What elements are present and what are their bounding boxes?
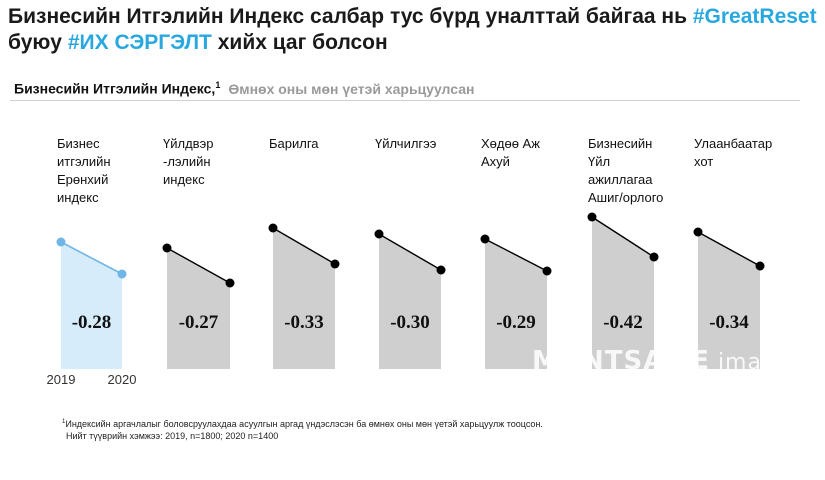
point-2020-4 bbox=[542, 266, 552, 276]
category-label-1: Үйлдвэр -лэлийн индекс bbox=[163, 136, 213, 187]
panel-area-2 bbox=[273, 228, 335, 369]
page-title: Бизнесийн Итгэлийн Индекс салбар тус бүр… bbox=[8, 4, 818, 56]
point-2020-0 bbox=[117, 269, 127, 279]
title-hashtag-ikh-sergelt: #ИХ СЭРГЭЛТ bbox=[67, 31, 212, 54]
trend-line-0 bbox=[60, 241, 123, 275]
panel-area-0 bbox=[61, 242, 122, 369]
title-part-2: буюу bbox=[8, 31, 68, 54]
panel-area-6 bbox=[698, 232, 760, 369]
watermark-part-2: images bbox=[709, 350, 804, 375]
panel-area-1 bbox=[167, 248, 230, 369]
trend-line-2 bbox=[272, 227, 336, 265]
point-2020-2 bbox=[330, 259, 340, 269]
watermark-part-1: MONTSAME bbox=[532, 346, 710, 376]
watermark: MONTSAME images bbox=[532, 346, 804, 376]
title-part-1: Бизнесийн Итгэлийн Индекс салбар тус бүр… bbox=[8, 5, 693, 28]
point-2019-4 bbox=[480, 234, 490, 244]
point-2020-1 bbox=[225, 278, 235, 288]
change-value-4: -0.29 bbox=[496, 312, 536, 333]
category-label-4: Хөдөө Аж Ахуй bbox=[481, 136, 540, 169]
point-2019-0 bbox=[56, 237, 66, 247]
change-value-0: -0.28 bbox=[72, 312, 112, 333]
title-part-3: хийх цаг болсон bbox=[211, 31, 388, 54]
footnote-marker: 1 bbox=[62, 419, 66, 425]
footnote-line-2: Нийт түүврийн хэмжээ: 2019, n=1800; 2020… bbox=[66, 431, 279, 441]
panel-area-3 bbox=[379, 234, 441, 369]
category-label-6: Улаанбаатар хот bbox=[694, 136, 772, 169]
subtitle-main: Бизнесийн Итгэлийн Индекс, bbox=[14, 80, 216, 97]
footnote: 1Индексийн аргачлалыг боловсруулахдаа ас… bbox=[62, 416, 543, 442]
change-value-1: -0.27 bbox=[179, 312, 219, 333]
category-label-5: Бизнесийн Үйл ажиллагаа Ашиг/орлого bbox=[588, 136, 663, 205]
point-2019-6 bbox=[693, 227, 703, 237]
panel-area-5 bbox=[592, 217, 654, 369]
category-label-0: Бизнес итгэлийн Ерөнхий индекс bbox=[57, 136, 111, 205]
trend-line-6 bbox=[697, 231, 761, 267]
point-2019-3 bbox=[374, 229, 384, 239]
subtitle-secondary: Өмнөх оны мөн үетэй харьцуулсан bbox=[228, 80, 475, 97]
change-value-5: -0.42 bbox=[603, 312, 643, 333]
trend-line-3 bbox=[378, 233, 442, 271]
point-2019-1 bbox=[162, 243, 172, 253]
trend-line-4 bbox=[484, 238, 548, 272]
category-label-3: Үйлчилгээ bbox=[375, 136, 437, 151]
panel-area-4 bbox=[485, 239, 547, 369]
footnote-text-1: Индексийн аргачлалыг боловсруулахдаа асу… bbox=[65, 419, 543, 429]
point-2020-3 bbox=[436, 265, 446, 275]
change-value-6: -0.34 bbox=[709, 312, 749, 333]
x-tick-label-2019: 2019 bbox=[47, 372, 76, 387]
subtitle-divider bbox=[10, 100, 800, 101]
x-tick-label-2020: 2020 bbox=[108, 372, 137, 387]
trend-line-5 bbox=[591, 216, 655, 258]
trend-line-1 bbox=[166, 247, 231, 284]
change-value-3: -0.30 bbox=[390, 312, 430, 333]
point-2019-5 bbox=[587, 212, 597, 222]
change-value-2: -0.33 bbox=[284, 312, 324, 333]
footnote-line-1: 1Индексийн аргачлалыг боловсруулахдаа ас… bbox=[62, 416, 543, 430]
chart-subtitle: Бизнесийн Итгэлийн Индекс,1 Өмнөх оны мөн… bbox=[14, 80, 474, 97]
point-2020-5 bbox=[649, 252, 659, 262]
title-hashtag-great-reset: #GreatReset bbox=[692, 5, 817, 28]
category-label-2: Барилга bbox=[269, 136, 319, 151]
point-2020-6 bbox=[755, 261, 765, 271]
subtitle-footnote-marker: 1 bbox=[215, 80, 221, 90]
point-2019-2 bbox=[268, 223, 278, 233]
